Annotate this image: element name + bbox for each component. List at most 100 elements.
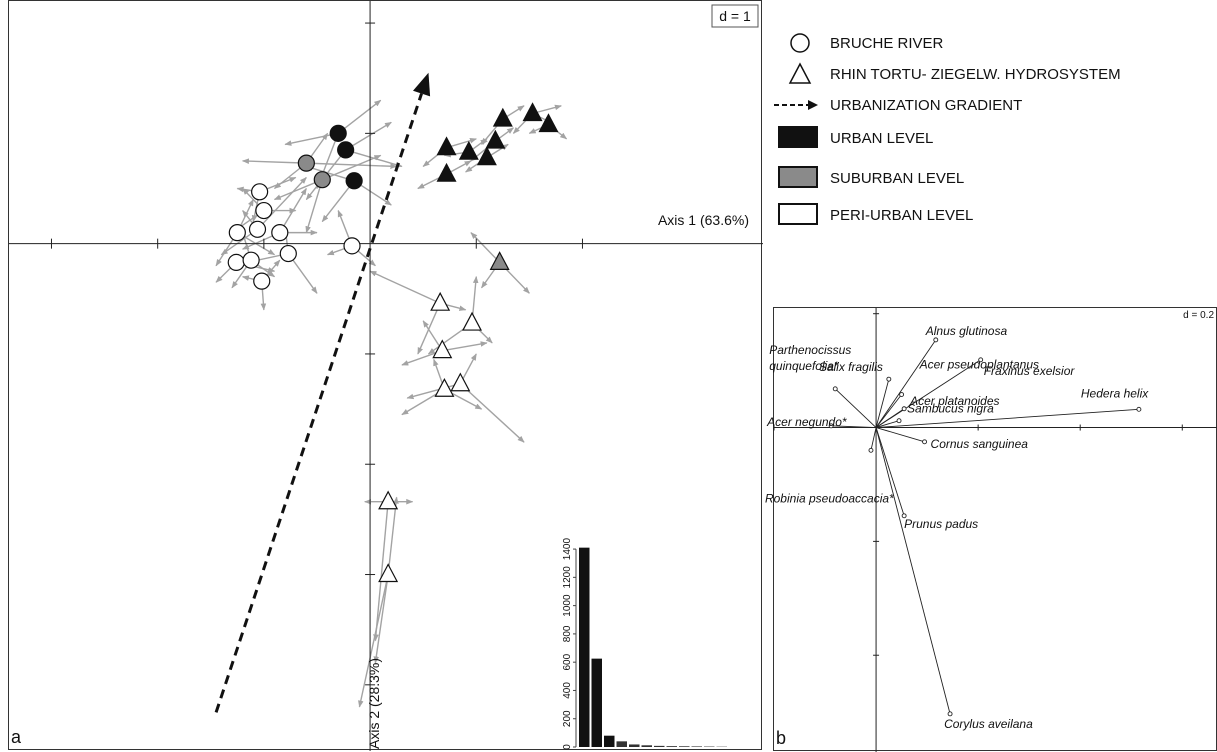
legend: BRUCHE RIVER RHIN TORTU- ZIEGELW. HYDROS…: [772, 28, 1212, 248]
circle-point: [272, 225, 288, 241]
panel-label-b: b: [776, 728, 786, 749]
circle-point: [243, 252, 259, 268]
inset-bar: [579, 548, 590, 747]
triangle-point: [478, 148, 496, 165]
legend-item-urban: URBAN LEVEL: [772, 125, 933, 151]
inset-tick-label: 600: [562, 653, 573, 670]
circle-point: [330, 125, 346, 141]
species-label: Corylus aveilana: [944, 717, 1033, 731]
legend-label-urban: URBAN LEVEL: [830, 130, 933, 147]
circle-point: [228, 254, 244, 270]
circle-point: [250, 221, 266, 237]
urban-swatch: [778, 126, 818, 148]
periurban-swatch: [778, 203, 818, 225]
triangle-point: [539, 115, 557, 132]
triangle-point: [486, 131, 504, 148]
triangle-point: [379, 492, 397, 509]
triangle-point: [451, 374, 469, 391]
arrows-layer: [216, 100, 566, 707]
inset-bar: [667, 746, 678, 747]
species-point: [948, 712, 952, 716]
inset-bar: [592, 659, 603, 747]
species-vector: [876, 428, 924, 442]
legend-item-periurban: PERI-URBAN LEVEL: [772, 202, 973, 228]
triangle-icon: [772, 62, 818, 86]
inset-bar: [654, 746, 665, 747]
arrow: [306, 163, 396, 166]
ordination-plot-a-svg: Axis 1 (63.6%) Axis 2 (28.3%) d = 1 0200…: [9, 1, 763, 751]
triangle-point: [435, 379, 453, 396]
inset-tick-label: 0: [562, 744, 573, 750]
inset-bar: [629, 744, 640, 747]
inset-bar: [617, 741, 628, 747]
arrow: [471, 233, 500, 263]
legend-label-rhin: RHIN TORTU- ZIEGELW. HYDROSYSTEM: [830, 66, 1121, 83]
species-point: [833, 387, 837, 391]
species-point: [923, 440, 927, 444]
circle-point: [346, 173, 362, 189]
inset-tick-label: 1200: [562, 566, 573, 589]
urbanization-gradient-arrow: [216, 73, 430, 713]
species-point: [897, 419, 901, 423]
inset-tick-label: 1400: [562, 538, 573, 561]
arrow: [460, 384, 524, 442]
circle-point: [338, 142, 354, 158]
species-point: [900, 393, 904, 397]
species-vector: [871, 428, 876, 451]
arrow: [442, 343, 487, 351]
circle-point: [298, 155, 314, 171]
species-label: Alnus glutinosa: [925, 324, 1008, 338]
inset-bar: [679, 746, 690, 747]
legend-label-bruche: BRUCHE RIVER: [830, 35, 943, 52]
species-point: [887, 377, 891, 381]
species-point: [934, 338, 938, 342]
species-vector: [876, 428, 950, 714]
species-label: Prunus padus: [904, 517, 978, 531]
inset-tick-label: 400: [562, 682, 573, 699]
circle-point: [344, 238, 360, 254]
triangle-point: [494, 109, 512, 126]
inset-tick-label: 200: [562, 710, 573, 727]
triangle-point: [431, 293, 449, 310]
gradient-arrowhead: [413, 73, 430, 97]
d-scale-box: d = 1: [712, 5, 758, 27]
triangle-point: [438, 164, 456, 181]
inset-bar: [604, 736, 615, 747]
species-label: Sambucus nigra: [907, 402, 994, 416]
circle-icon: [772, 31, 818, 55]
arrow: [418, 303, 440, 354]
arrow: [370, 271, 440, 303]
suburban-swatch: [778, 166, 818, 188]
species-point: [869, 448, 873, 452]
species-label: Cornus sanguinea: [931, 437, 1029, 451]
legend-label-suburban: SUBURBAN LEVEL: [830, 170, 964, 187]
inset-bar: [642, 745, 653, 747]
species-point: [979, 358, 983, 362]
circle-point: [256, 203, 272, 219]
circle-point: [229, 225, 245, 241]
species-label: Acer negundo*: [766, 415, 847, 429]
species-label: Robinia pseudoaccacia*: [765, 491, 894, 505]
legend-item-suburban: SUBURBAN LEVEL: [772, 165, 964, 191]
points-layer: [228, 104, 557, 582]
legend-item-gradient: URBANIZATION GRADIENT: [772, 92, 1022, 118]
panel-label-a: a: [11, 727, 21, 748]
species-point: [1137, 407, 1141, 411]
triangle-point: [463, 313, 481, 330]
legend-label-periurban: PERI-URBAN LEVEL: [830, 207, 973, 224]
legend-item-rhin: RHIN TORTU- ZIEGELW. HYDROSYSTEM: [772, 61, 1121, 87]
d-scale-label-b: d = 0.2: [1183, 310, 1214, 321]
species-label: Fraxinus exelsior: [984, 364, 1076, 378]
inset-tick-label: 800: [562, 625, 573, 642]
legend-item-bruche: BRUCHE RIVER: [772, 30, 943, 56]
species-label: Hedera helix: [1081, 386, 1149, 400]
legend-label-gradient: URBANIZATION GRADIENT: [830, 97, 1022, 114]
circle-point: [252, 184, 268, 200]
d-scale-label: d = 1: [719, 8, 751, 24]
species-point: [902, 407, 906, 411]
